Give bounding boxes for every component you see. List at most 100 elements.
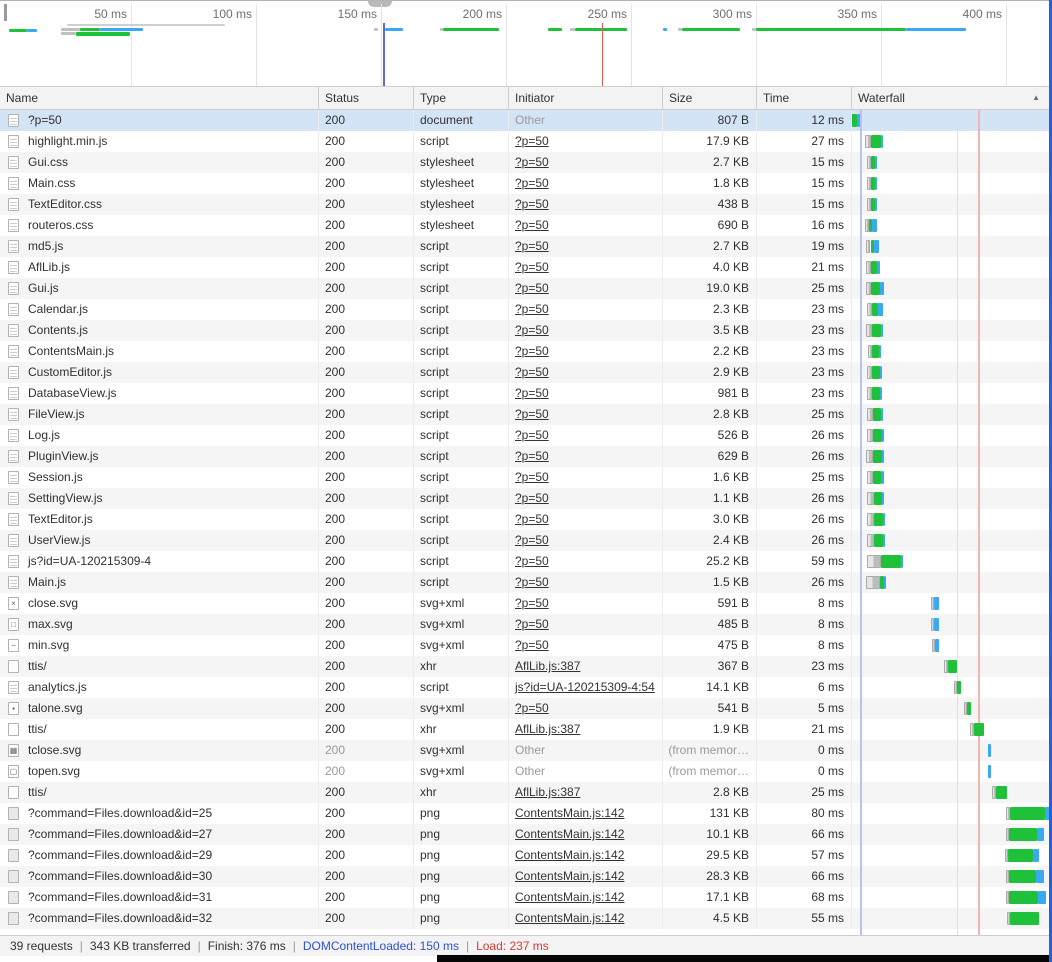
- network-request-row[interactable]: Gui.js 200 script ?p=50 19.0 KB 25 ms: [0, 278, 1052, 299]
- network-request-row[interactable]: CustomEditor.js 200 script ?p=50 2.9 KB 23 ms: [0, 362, 1052, 383]
- network-request-row[interactable]: ContentsMain.js 200 script ?p=50 2.2 KB 23 ms: [0, 341, 1052, 362]
- initiator-link[interactable]: ?p=50: [515, 197, 549, 211]
- request-name: max.svg: [28, 617, 73, 631]
- status-cell: 200: [319, 635, 414, 656]
- initiator-link[interactable]: ?p=50: [515, 428, 549, 442]
- network-request-row[interactable]: ?command=Files.download&id=27 200 png Conte…: [0, 824, 1052, 845]
- initiator-link[interactable]: ?p=50: [515, 575, 549, 589]
- request-name: UserView.js: [28, 533, 91, 547]
- waterfall-ttfb-bar: [957, 681, 961, 694]
- network-request-row[interactable]: ?command=Files.download&id=30 200 png Conte…: [0, 866, 1052, 887]
- initiator-link[interactable]: ?p=50: [515, 554, 549, 568]
- initiator-link[interactable]: AflLib.js:387: [515, 659, 581, 673]
- initiator-link[interactable]: ?p=50: [515, 407, 549, 421]
- initiator-link[interactable]: AflLib.js:387: [515, 722, 581, 736]
- initiator-link[interactable]: AflLib.js:387: [515, 785, 581, 799]
- network-request-row[interactable]: routeros.css 200 stylesheet ?p=50 690 B 16 ms: [0, 215, 1052, 236]
- waterfall-cell: [852, 383, 1052, 404]
- network-request-row[interactable]: FileView.js 200 script ?p=50 2.8 KB 25 ms: [0, 404, 1052, 425]
- initiator-link[interactable]: ?p=50: [515, 134, 549, 148]
- initiator-link[interactable]: ?p=50: [515, 386, 549, 400]
- initiator-link[interactable]: ContentsMain.js:142: [515, 848, 625, 862]
- initiator-link[interactable]: ?p=50: [515, 512, 549, 526]
- initiator-link[interactable]: ?p=50: [515, 281, 549, 295]
- column-header-time[interactable]: Time: [757, 87, 852, 109]
- initiator-link[interactable]: ContentsMain.js:142: [515, 890, 625, 904]
- initiator-link[interactable]: ?p=50: [515, 491, 549, 505]
- initiator-link[interactable]: ?p=50: [515, 218, 549, 232]
- initiator-link[interactable]: ?p=50: [515, 596, 549, 610]
- network-request-row[interactable]: SettingView.js 200 script ?p=50 1.1 KB 26 ms: [0, 488, 1052, 509]
- waterfall-download-bar: [880, 282, 884, 295]
- initiator-link[interactable]: ContentsMain.js:142: [515, 911, 625, 925]
- column-header-waterfall[interactable]: Waterfall ▲: [858, 91, 1040, 105]
- initiator-link[interactable]: ?p=50: [515, 533, 549, 547]
- status-cell: 200: [319, 446, 414, 467]
- initiator-cell: Other: [509, 110, 663, 131]
- initiator-link[interactable]: ?p=50: [515, 239, 549, 253]
- drag-handle[interactable]: [368, 1, 392, 7]
- overview-scroll-thumb[interactable]: [4, 4, 7, 21]
- network-request-row[interactable]: highlight.min.js 200 script ?p=50 17.9 KB 27 …: [0, 131, 1052, 152]
- initiator-link[interactable]: ?p=50: [515, 638, 549, 652]
- column-header-size[interactable]: Size: [663, 87, 757, 109]
- initiator-link[interactable]: ?p=50: [515, 470, 549, 484]
- network-request-row[interactable]: TextEditor.js 200 script ?p=50 3.0 KB 26 ms: [0, 509, 1052, 530]
- column-header-name[interactable]: Name: [0, 87, 319, 109]
- initiator-link[interactable]: ?p=50: [515, 155, 549, 169]
- network-request-row[interactable]: ttis/200 xhr AflLib.js:387 1.9 KB 21 ms: [0, 719, 1052, 740]
- network-request-row[interactable]: ▢ topen.svg 200 svg+xml Other (from memor… 0 m…: [0, 761, 1052, 782]
- request-name: min.svg: [28, 638, 70, 652]
- network-request-row[interactable]: DatabaseView.js 200 script ?p=50 981 B 23 ms: [0, 383, 1052, 404]
- network-request-row[interactable]: Calendar.js 200 script ?p=50 2.3 KB 23 ms: [0, 299, 1052, 320]
- initiator-link[interactable]: ContentsMain.js:142: [515, 827, 625, 841]
- column-header-status[interactable]: Status: [319, 87, 414, 109]
- network-request-row[interactable]: ?command=Files.download&id=32 200 png Conte…: [0, 908, 1052, 929]
- network-overview-timeline[interactable]: 50 ms 100 ms 150 ms 200 ms 250 ms 300 ms 350 m…: [0, 0, 1052, 86]
- network-request-row[interactable]: Contents.js 200 script ?p=50 3.5 KB 23 ms: [0, 320, 1052, 341]
- network-request-row[interactable]: TextEditor.css 200 stylesheet ?p=50 438 B 15 …: [0, 194, 1052, 215]
- initiator-link[interactable]: ContentsMain.js:142: [515, 869, 625, 883]
- network-request-row[interactable]: Gui.css 200 stylesheet ?p=50 2.7 KB 15 ms: [0, 152, 1052, 173]
- network-request-row[interactable]: ?command=Files.download&id=29 200 png Conte…: [0, 845, 1052, 866]
- initiator-link[interactable]: ?p=50: [515, 617, 549, 631]
- initiator-link[interactable]: ?p=50: [515, 365, 549, 379]
- network-request-row[interactable]: md5.js 200 script ?p=50 2.7 KB 19 ms: [0, 236, 1052, 257]
- network-request-row[interactable]: js?id=UA-120215309-4 200 script ?p=50 25.2 K…: [0, 551, 1052, 572]
- initiator-link[interactable]: ?p=50: [515, 323, 549, 337]
- network-request-row[interactable]: UserView.js 200 script ?p=50 2.4 KB 26 ms: [0, 530, 1052, 551]
- network-request-row[interactable]: analytics.js 200 script js?id=UA-120215309-…: [0, 677, 1052, 698]
- time-cell: 15 ms: [757, 194, 852, 215]
- initiator-link[interactable]: ?p=50: [515, 302, 549, 316]
- waterfall-waiting-bar: [970, 723, 974, 736]
- network-request-row[interactable]: Main.js 200 script ?p=50 1.5 KB 26 ms: [0, 572, 1052, 593]
- network-request-row[interactable]: ?command=Files.download&id=31 200 png Conte…: [0, 887, 1052, 908]
- initiator-link[interactable]: ?p=50: [515, 701, 549, 715]
- initiator-link[interactable]: ContentsMain.js:142: [515, 806, 625, 820]
- sort-ascending-icon[interactable]: ▲: [1032, 93, 1040, 102]
- network-request-row[interactable]: ?command=Files.download&id=25 200 png Conte…: [0, 803, 1052, 824]
- initiator-link[interactable]: ?p=50: [515, 344, 549, 358]
- network-request-row[interactable]: PluginView.js 200 script ?p=50 629 B 26 ms: [0, 446, 1052, 467]
- waterfall-waiting-bar: [867, 366, 872, 379]
- column-header-type[interactable]: Type: [414, 87, 509, 109]
- network-request-row[interactable]: Log.js 200 script ?p=50 526 B 26 ms: [0, 425, 1052, 446]
- waterfall-dcl-line: [860, 110, 862, 935]
- network-request-row[interactable]: ?p=50 200 document Other 807 B 12 ms: [0, 110, 1052, 131]
- column-header-initiator[interactable]: Initiator: [509, 87, 663, 109]
- initiator-link[interactable]: ?p=50: [515, 176, 549, 190]
- network-request-row[interactable]: ttis/200 xhr AflLib.js:387 2.8 KB 25 ms: [0, 782, 1052, 803]
- network-request-row[interactable]: AflLib.js 200 script ?p=50 4.0 KB 21 ms: [0, 257, 1052, 278]
- initiator-link[interactable]: ?p=50: [515, 260, 549, 274]
- network-request-row[interactable]: Session.js 200 script ?p=50 1.6 KB 25 ms: [0, 467, 1052, 488]
- initiator-link[interactable]: js?id=UA-120215309-4:54: [515, 680, 655, 694]
- network-request-row[interactable]: Main.css 200 stylesheet ?p=50 1.8 KB 15 ms: [0, 173, 1052, 194]
- network-request-row[interactable]: ttis/200 xhr AflLib.js:387 367 B 23 ms: [0, 656, 1052, 677]
- network-request-row[interactable]: ▦ tclose.svg 200 svg+xml Other (from memor… 0 …: [0, 740, 1052, 761]
- waterfall-waiting-bar: [866, 282, 871, 295]
- initiator-link[interactable]: ?p=50: [515, 449, 549, 463]
